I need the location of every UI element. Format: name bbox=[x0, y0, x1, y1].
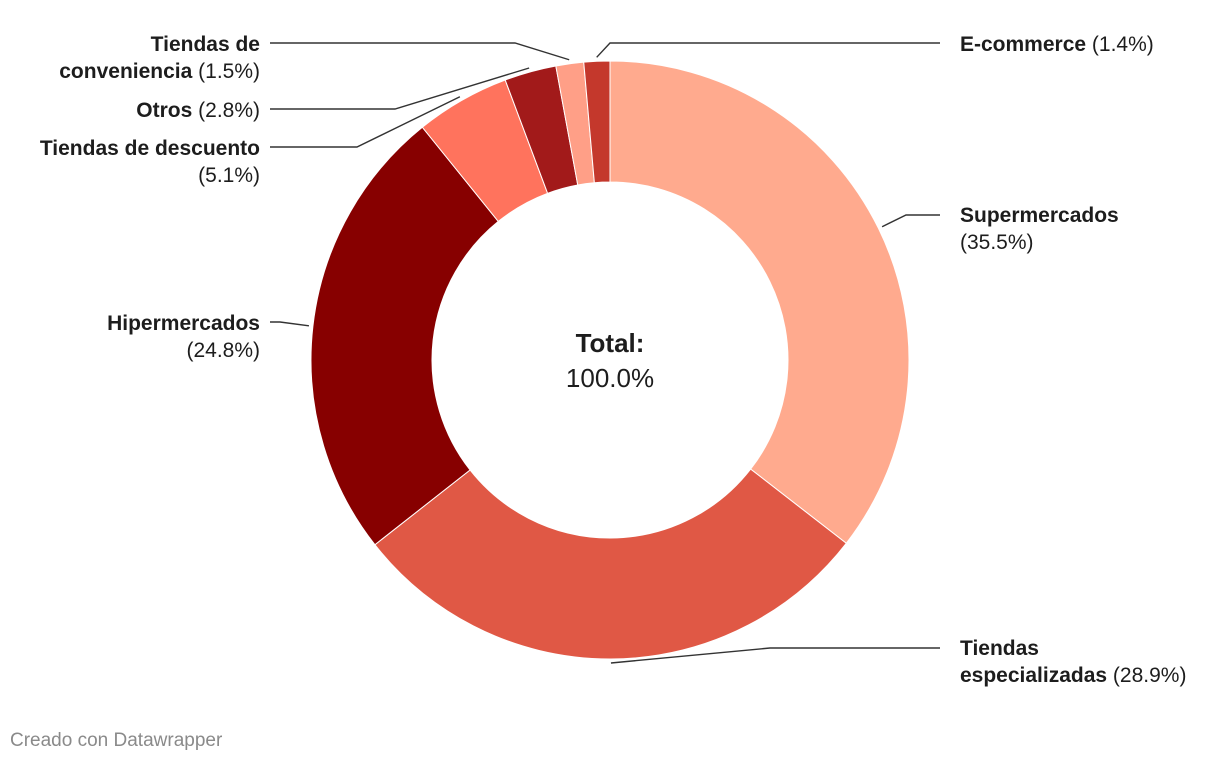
slice-label-name: Tiendas bbox=[960, 637, 1039, 660]
slice-label-name: E-commerce bbox=[960, 33, 1086, 56]
center-value: 100.0% bbox=[566, 363, 654, 393]
leader-line-hipermercados bbox=[270, 321, 310, 327]
center-title: Total: bbox=[576, 328, 645, 358]
slice-label-value: (1.4%) bbox=[1086, 33, 1154, 56]
leader-lines bbox=[270, 42, 940, 664]
slice-label-value: (2.8%) bbox=[192, 99, 260, 122]
slice-label-name: especializadas bbox=[960, 664, 1107, 687]
leader-line-supermercados bbox=[881, 214, 940, 228]
leader-line-tiendas-especializadas bbox=[610, 647, 940, 664]
slice-label-value: (28.9%) bbox=[1107, 664, 1186, 687]
slice-label-value: (35.5%) bbox=[960, 231, 1034, 254]
slice-label-value: (24.8%) bbox=[186, 339, 260, 362]
slice-label-supermercados: Supermercados (35.5%) bbox=[960, 204, 1119, 254]
slice-label-name: Tiendas de descuento bbox=[40, 137, 260, 160]
leader-line-tiendas-de-conveniencia bbox=[270, 42, 570, 61]
slice-label-tiendas-de-conveniencia: Tiendas de conveniencia (1.5%) bbox=[59, 33, 260, 83]
slices bbox=[310, 60, 910, 660]
slice-supermercados bbox=[609, 60, 910, 544]
slice-tiendas-especializadas bbox=[374, 468, 847, 660]
slice-label-name: Supermercados bbox=[960, 204, 1119, 227]
slice-hipermercados bbox=[310, 126, 499, 546]
slice-label-name: Tiendas de bbox=[151, 33, 260, 56]
slice-e-commerce bbox=[583, 60, 611, 184]
credit-text: Creado con Datawrapper bbox=[10, 730, 223, 751]
slice-label-name: Hipermercados bbox=[107, 312, 260, 335]
slice-label-value: (5.1%) bbox=[198, 164, 260, 187]
slice-label-name: Otros bbox=[136, 99, 192, 122]
slice-label-value: (1.5%) bbox=[192, 60, 260, 83]
slice-label-e-commerce: E-commerce (1.4%) bbox=[960, 33, 1154, 56]
slice-label-hipermercados: Hipermercados (24.8%) bbox=[107, 312, 260, 362]
slice-labels: Supermercados (35.5%) Tiendas especializada… bbox=[40, 33, 1187, 687]
slice-label-tiendas-especializadas: Tiendas especializadas (28.9%) bbox=[960, 637, 1186, 687]
slice-label-name: conveniencia bbox=[59, 60, 192, 83]
leader-line-tiendas-de-descuento bbox=[270, 96, 461, 148]
leader-line-e-commerce bbox=[596, 42, 940, 58]
leader-line-otros bbox=[270, 67, 530, 110]
slice-label-otros: Otros (2.8%) bbox=[136, 99, 260, 122]
center-label: Total: 100.0% bbox=[566, 328, 654, 393]
slice-label-tiendas-de-descuento: Tiendas de descuento (5.1%) bbox=[40, 137, 260, 187]
